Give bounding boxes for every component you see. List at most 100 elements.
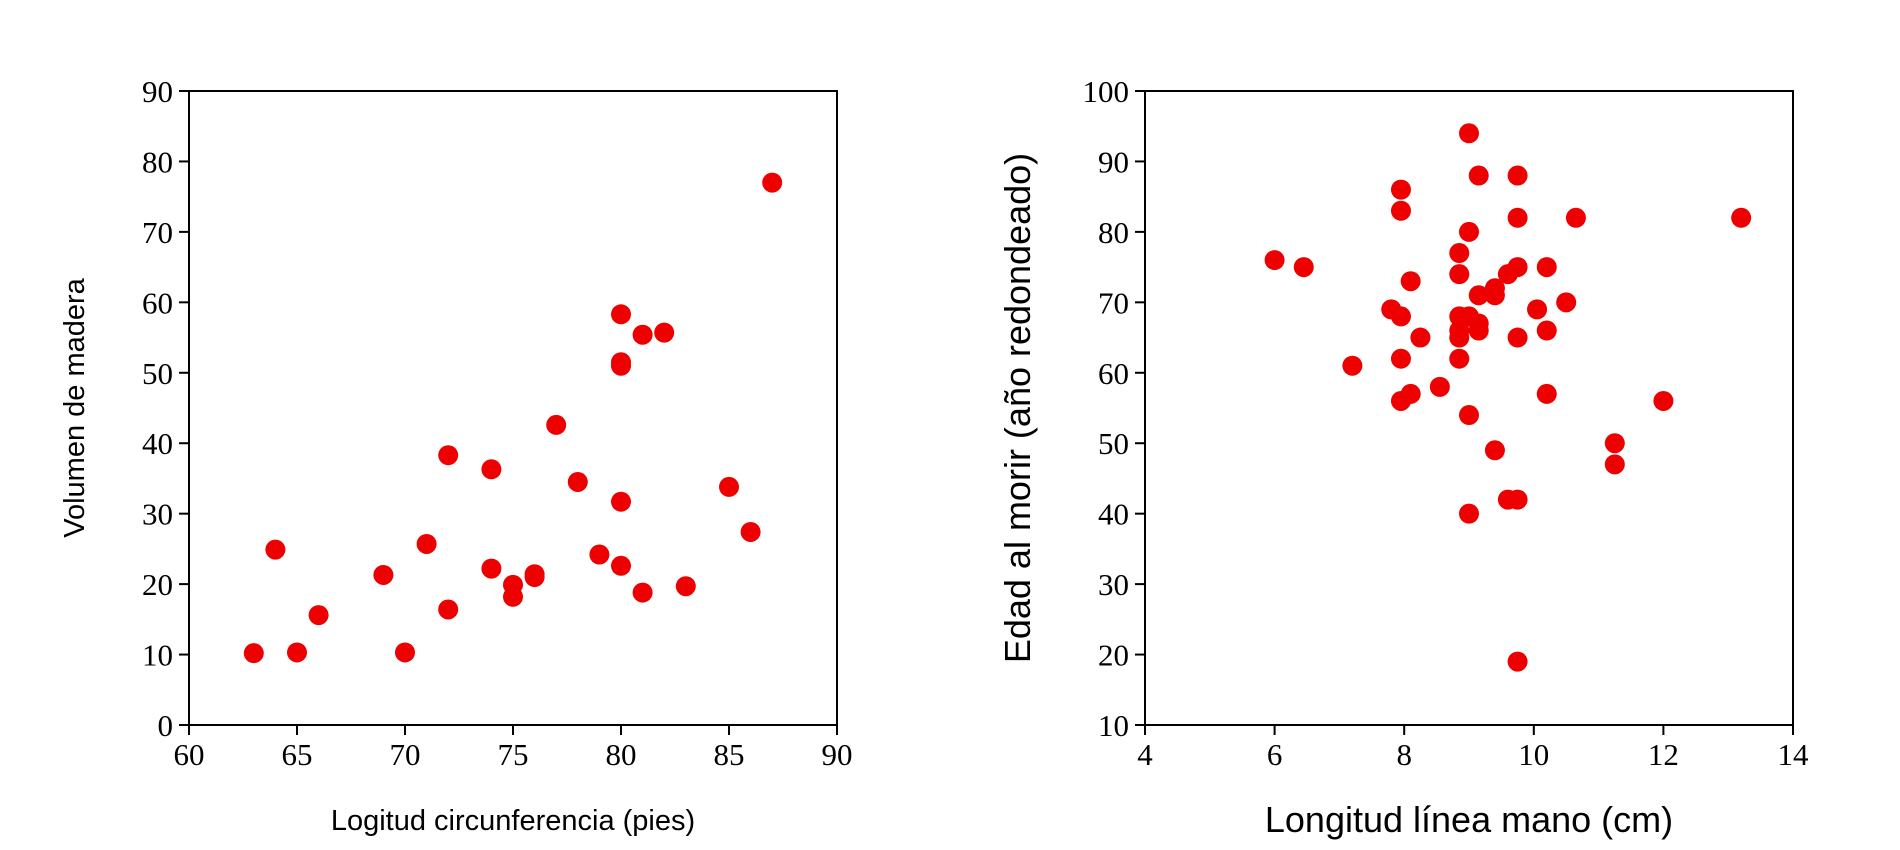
data-point-right (1264, 250, 1285, 271)
data-point-left (762, 172, 783, 193)
y-tick-label-left: 40 (142, 426, 173, 461)
data-point-right (1459, 123, 1479, 144)
data-point-right (1459, 503, 1479, 524)
data-point-right (1468, 320, 1489, 341)
data-point-right (1459, 405, 1479, 426)
data-point-left (438, 599, 459, 620)
x-tick-label-left: 70 (390, 737, 421, 772)
y-tick-label-right: 60 (1098, 356, 1129, 391)
x-tick-label-right: 4 (1137, 737, 1153, 772)
x-tick-label-left: 65 (282, 737, 313, 772)
data-point-right (1653, 390, 1674, 411)
data-point-right (1604, 433, 1625, 454)
points-right (1264, 123, 1752, 672)
data-point-right (1390, 200, 1411, 221)
plot-area-right (1144, 90, 1794, 726)
x-tick-label-left: 60 (174, 737, 205, 772)
x-tick-label-left: 75 (498, 737, 529, 772)
y-axis-title-left: Volumen de madera (59, 277, 91, 537)
data-point-left (546, 414, 567, 435)
data-point-right (1468, 165, 1489, 186)
y-tick-label-left: 90 (142, 74, 173, 109)
data-point-left (611, 304, 631, 325)
y-tick-label-right: 90 (1098, 144, 1129, 179)
data-point-right (1390, 179, 1411, 200)
data-point-left (611, 555, 631, 576)
data-point-left (503, 586, 523, 607)
scatter-chart-volume: 0 10 20 30 40 50 60 70 80 90 60 65 70 75 80 85 90 Logit… (59, 74, 853, 837)
y-tick-label-right: 70 (1098, 285, 1129, 320)
data-point-left (395, 642, 415, 663)
data-point-right (1468, 285, 1489, 306)
x-axis-title-left: Logitud circunferencia (pies) (331, 805, 695, 837)
data-point-right (1459, 221, 1479, 242)
x-axis-title-right: Longitud línea mano (cm) (1265, 799, 1673, 840)
data-point-right (1293, 257, 1314, 278)
data-point-right (1484, 440, 1505, 461)
y-tick-label-left: 70 (142, 215, 173, 250)
data-point-left (740, 521, 761, 542)
data-point-left (719, 476, 739, 497)
data-point-right (1536, 383, 1557, 404)
x-tick-label-left: 90 (822, 737, 853, 772)
plot-area-left (188, 90, 838, 726)
y-axis-right: 10 20 30 40 50 60 70 80 90 100 (1083, 74, 1145, 743)
data-point-right (1527, 299, 1548, 320)
data-point-right (1604, 454, 1625, 475)
y-tick-label-right: 30 (1098, 567, 1129, 602)
x-tick-label-right: 8 (1396, 737, 1412, 772)
y-tick-label-left: 10 (142, 638, 173, 673)
y-tick-label-left: 50 (142, 356, 173, 391)
data-point-left (287, 642, 307, 663)
data-point-right (1390, 348, 1411, 369)
data-point-right (1507, 489, 1528, 510)
data-point-right (1565, 207, 1586, 228)
data-point-left (265, 539, 286, 560)
data-point-left (675, 576, 696, 597)
data-point-left (524, 567, 545, 588)
data-point-right (1507, 257, 1528, 278)
data-point-left (589, 544, 610, 565)
y-tick-label-right: 100 (1083, 74, 1130, 109)
y-tick-label-right: 10 (1098, 708, 1129, 743)
scatter-chart-age: 10 20 30 40 50 60 70 80 90 100 4 6 8 10 12 14 Longitud… (997, 74, 1809, 840)
y-tick-label-left: 80 (142, 144, 173, 179)
data-point-left (481, 459, 502, 480)
x-tick-label-left: 85 (714, 737, 745, 772)
y-axis-left: 0 10 20 30 40 50 60 70 80 90 (142, 74, 189, 743)
x-axis-left: 60 65 70 75 80 85 90 (174, 725, 853, 772)
data-point-right (1484, 285, 1505, 306)
data-point-right (1410, 327, 1431, 348)
data-point-left (438, 445, 459, 466)
data-point-left (567, 471, 588, 492)
data-point-right (1536, 257, 1557, 278)
data-point-right (1507, 651, 1528, 672)
data-point-right (1536, 320, 1557, 341)
data-point-right (1507, 165, 1528, 186)
data-point-right (1429, 376, 1450, 397)
data-point-right (1342, 355, 1363, 376)
y-tick-label-right: 20 (1098, 638, 1129, 673)
data-point-left (308, 605, 329, 626)
y-tick-label-right: 50 (1098, 426, 1129, 461)
y-axis-title-right: Edad al morir (año redondeado) (997, 153, 1038, 663)
y-tick-label-right: 40 (1098, 497, 1129, 532)
data-point-right (1556, 292, 1577, 313)
y-tick-label-left: 0 (158, 708, 174, 743)
data-point-left (632, 324, 653, 345)
y-tick-label-right: 80 (1098, 215, 1129, 250)
y-tick-label-left: 20 (142, 567, 173, 602)
points-left (243, 172, 783, 664)
x-tick-label-right: 12 (1648, 737, 1679, 772)
data-point-left (373, 564, 394, 585)
data-point-right (1449, 264, 1470, 285)
data-point-right (1400, 383, 1421, 404)
data-point-right (1449, 348, 1470, 369)
data-point-left (243, 643, 264, 664)
data-point-left (654, 322, 675, 343)
data-point-right (1390, 306, 1411, 327)
data-point-right (1507, 327, 1528, 348)
data-point-left (611, 491, 631, 512)
x-tick-label-left: 80 (606, 737, 637, 772)
